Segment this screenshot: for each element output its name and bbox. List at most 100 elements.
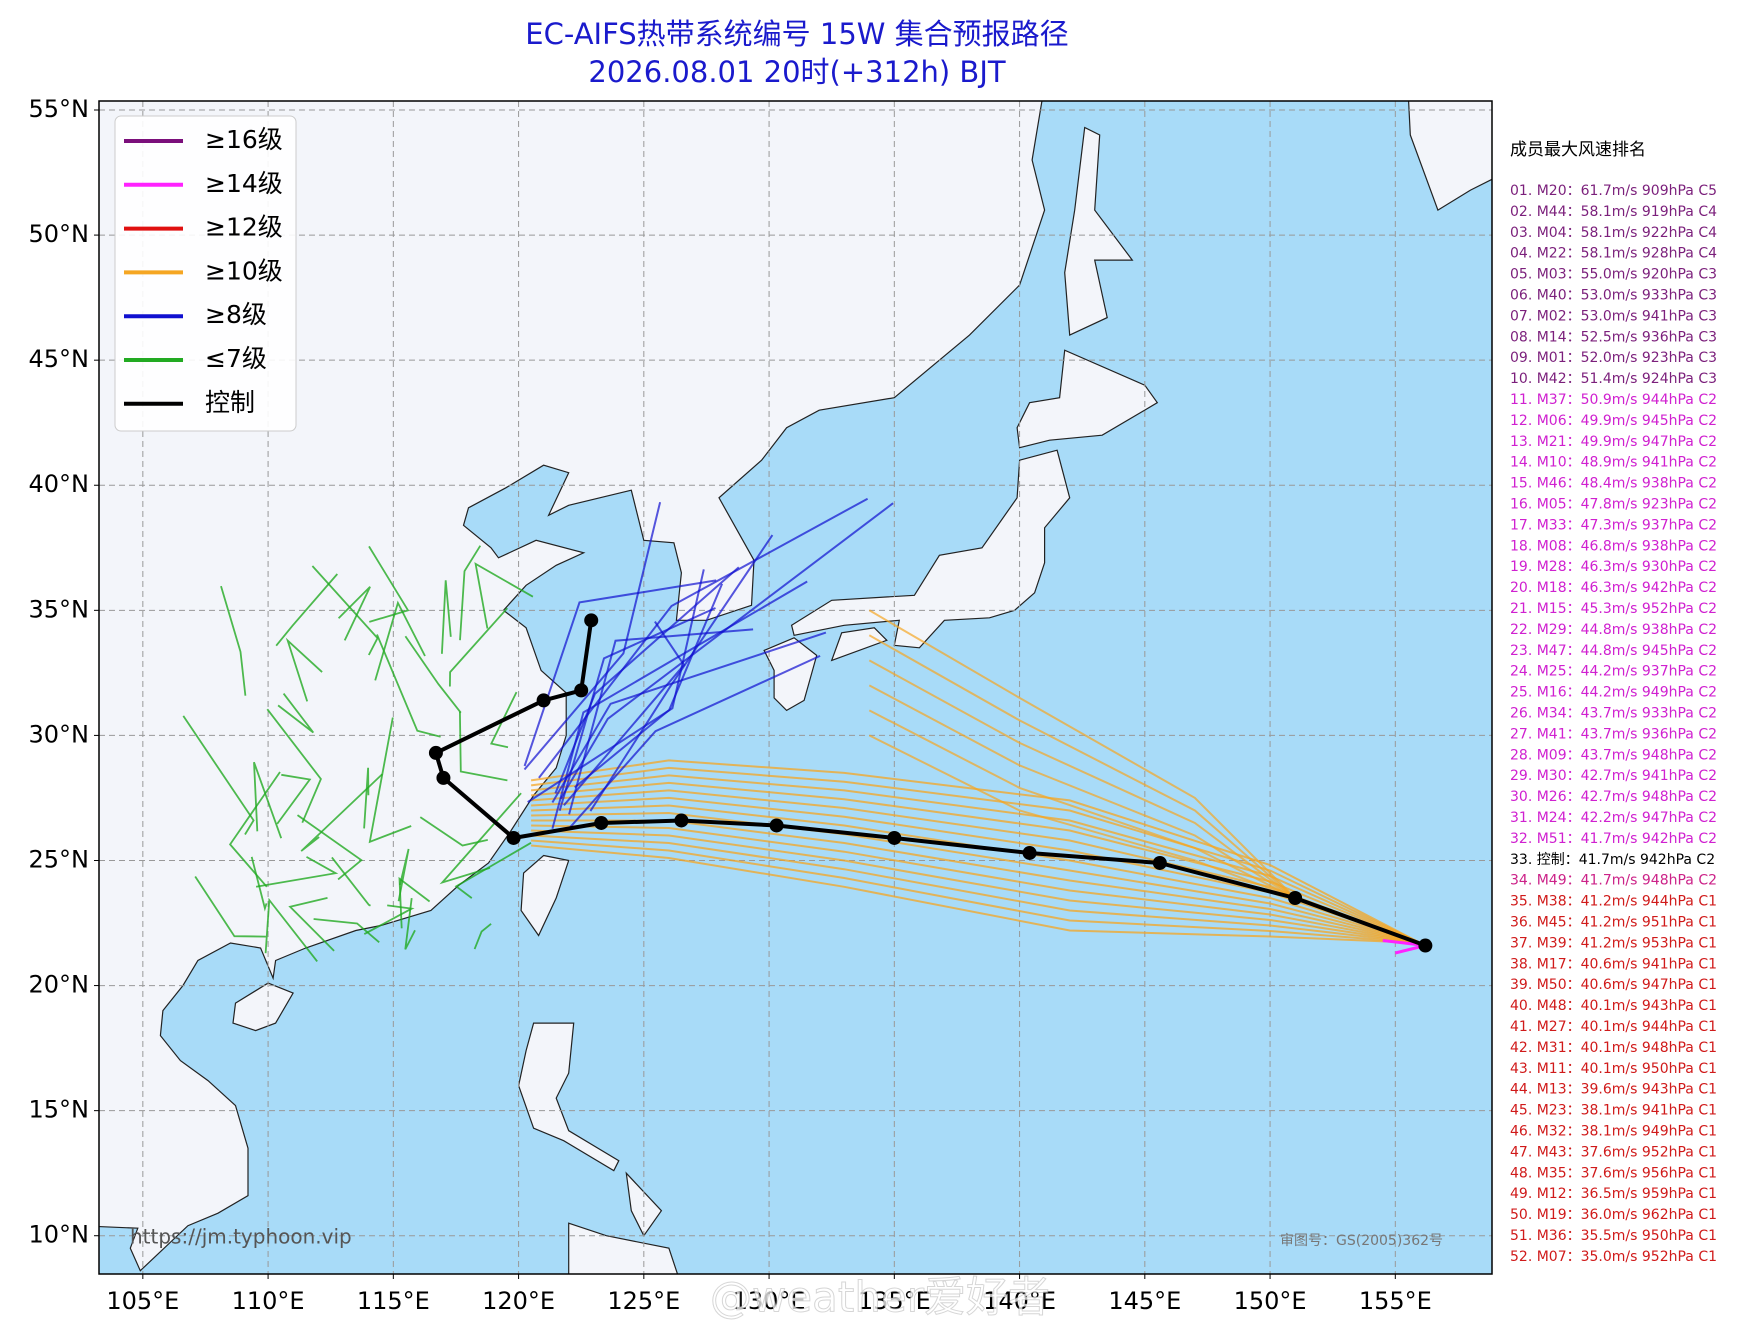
landmass [830, 627, 888, 662]
control-point [769, 818, 784, 833]
ensemble-track [559, 502, 894, 800]
control-track [433, 620, 1427, 948]
ensemble-track [567, 654, 821, 831]
ranking-item: 21. M15：45.3m/s 952hPa C2 [1510, 601, 1717, 617]
ranking-item: 14. M10：48.9m/s 941hPa C2 [1510, 455, 1717, 471]
lon-tick-label: 120°E [482, 1287, 555, 1315]
ranking-item: 17. M33：47.3m/s 937hPa C2 [1510, 517, 1717, 533]
legend-box [114, 115, 297, 432]
ensemble-track [397, 848, 410, 902]
lon-tick-label: 150°E [1234, 1287, 1307, 1315]
ranking-item: 16. M05：47.8m/s 923hPa C2 [1510, 497, 1717, 513]
ensemble-track [220, 585, 247, 696]
control-point [574, 683, 589, 698]
ensemble-track [538, 497, 869, 779]
control-point [506, 830, 521, 845]
landmass [1016, 349, 1159, 449]
lon-tick-label: 115°E [357, 1287, 430, 1315]
ensemble-track [551, 631, 827, 804]
ranking-item: 47. M43：37.6m/s 952hPa C1 [1510, 1144, 1717, 1160]
legend-label: ≥10级 [205, 256, 283, 285]
ensemble-track [530, 774, 1421, 944]
ensemble-track [527, 569, 705, 803]
ranking-item: 18. M08：46.8m/s 938hPa C2 [1510, 538, 1717, 554]
ranking-item: 36. M45：41.2m/s 951hPa C1 [1510, 915, 1717, 931]
control-point [1418, 938, 1433, 953]
ranking-title: 成员最大风速排名 [1510, 140, 1646, 160]
lat-tick-label: 35°N [29, 595, 90, 623]
ranking-item: 09. M01：52.0m/s 923hPa C3 [1510, 350, 1717, 366]
ranking-item: 33. 控制：41.7m/s 942hPa C2 [1510, 852, 1715, 868]
lon-tick-label: 135°E [858, 1287, 931, 1315]
ranking-item: 32. M51：41.7m/s 942hPa C2 [1510, 831, 1717, 847]
lon-tick-label: 140°E [983, 1287, 1056, 1315]
ensemble-track [311, 565, 379, 656]
ranking-item: 23. M47：44.8m/s 945hPa C2 [1510, 643, 1717, 659]
ensemble-track [868, 609, 1296, 899]
ensemble-track [398, 876, 431, 929]
ensemble-track [868, 659, 1296, 899]
control-point [1152, 855, 1167, 870]
ensemble-track [454, 842, 532, 899]
lat-tick-label: 55°N [29, 95, 90, 123]
ranking-item: 08. M14：52.5m/s 936hPa C3 [1510, 329, 1717, 345]
legend-label: ≤7级 [205, 344, 267, 373]
ranking-item: 51. M36：35.5m/s 950hPa C1 [1510, 1228, 1717, 1244]
control-point [584, 613, 599, 628]
ensemble-track [228, 771, 281, 888]
ranking-item: 25. M16：44.2m/s 949hPa C2 [1510, 685, 1717, 701]
ensemble-track [449, 607, 508, 687]
ensemble-track [530, 759, 1421, 944]
subtitle: 2026.08.01 20时(+312h) BJT [588, 55, 1005, 89]
lat-tick-label: 20°N [29, 971, 90, 999]
control-point [428, 745, 443, 760]
title: EC-AIFS热带系统编号 15W 集合预报路径 [525, 17, 1068, 51]
ensemble-track [868, 684, 1296, 899]
landmass [568, 1222, 679, 1274]
ensemble-track [404, 635, 462, 714]
ensemble-track [558, 607, 716, 811]
ensemble-track [459, 711, 508, 782]
ranking-item: 30. M26：42.7m/s 948hPa C2 [1510, 789, 1717, 805]
landmass [1407, 101, 1492, 211]
ensemble-track [368, 717, 412, 844]
approval-number: 审图号：GS(2005)362号 [1280, 1233, 1443, 1249]
ensemble-track [419, 816, 488, 847]
ensemble-track [868, 709, 1296, 899]
ranking-item: 04. M22：58.1m/s 928hPa C4 [1510, 246, 1717, 262]
ensemble-track [255, 856, 339, 888]
ranking-item: 43. M11：40.1m/s 950hPa C1 [1510, 1061, 1717, 1077]
ranking-item: 01. M20：61.7m/s 909hPa C5 [1510, 183, 1717, 199]
ensemble-track [531, 834, 1421, 944]
ensemble-track [374, 600, 426, 681]
ensemble-track [404, 897, 416, 950]
ranking-item: 19. M28：46.3m/s 930hPa C2 [1510, 559, 1717, 575]
ensemble-track [523, 579, 717, 767]
ensemble-track [531, 839, 1421, 944]
landmass [1064, 126, 1134, 337]
ensemble-track [473, 923, 492, 950]
ranking-item: 39. M50：40.6m/s 947hPa C1 [1510, 977, 1717, 993]
lon-tick-label: 130°E [733, 1287, 806, 1315]
legend-label: ≥8级 [205, 300, 267, 329]
lon-tick-label: 155°E [1359, 1287, 1432, 1315]
ensemble-track [554, 566, 740, 794]
ensemble-track [441, 580, 452, 654]
ranking-item: 45. M23：38.1m/s 941hPa C1 [1510, 1103, 1717, 1119]
ensemble-track [182, 715, 255, 835]
control-point [536, 693, 551, 708]
lon-tick-label: 105°E [106, 1287, 179, 1315]
control-point [436, 770, 451, 785]
control-point [674, 813, 689, 828]
ensemble-track [277, 693, 315, 734]
ranking-item: 28. M09：43.7m/s 948hPa C2 [1510, 747, 1717, 763]
ranking-item: 12. M06：49.9m/s 945hPa C2 [1510, 413, 1717, 429]
ensemble-track [313, 918, 380, 943]
control-point [887, 830, 902, 845]
ensemble-track [264, 897, 318, 962]
ranking-item: 22. M29：44.8m/s 938hPa C2 [1510, 622, 1717, 638]
legend-label: ≥12级 [205, 213, 283, 242]
ranking-item: 07. M02：53.0m/s 941hPa C3 [1510, 308, 1717, 324]
ensemble-track [551, 580, 808, 829]
